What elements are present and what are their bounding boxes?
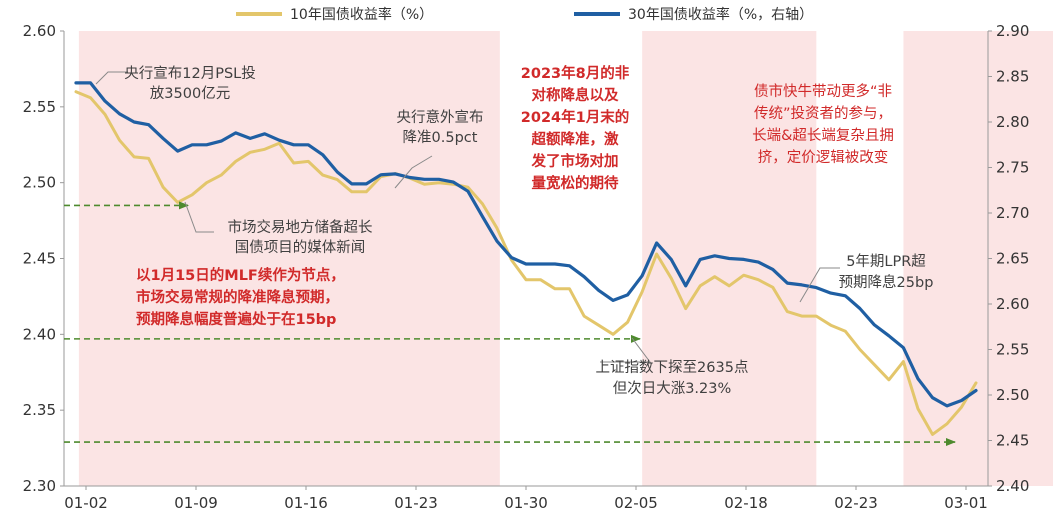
right-tick-label: 2.50 [996,386,1029,404]
annotation-mlf-line: 预期降息幅度普遍处于在15bp [136,310,336,328]
leader-psl [95,71,128,85]
left-tick-label: 2.35 [23,401,56,419]
axes: 2.30 2.35 2.40 2.45 2.50 2.55 2.60 2.40 2.45 2.50… [23,22,1030,512]
annotation-mlf: 以1月15日的MLF续作为节点， 市场交易常规的降准降息预期， 预期降息幅度普遍处于… [136,266,345,328]
annotation-index-line: 但次日大涨3.23% [613,380,732,397]
annotation-mlf-line: 市场交易常规的降准降息预期， [136,288,339,306]
leader-lpr [799,267,840,303]
legend: 10年国债收益率（%） 30年国债收益率（%，右轴） [236,6,813,23]
right-tick-label: 2.85 [996,68,1029,86]
right-tick-label: 2.90 [996,22,1029,40]
x-tick-label: 01-23 [394,494,438,512]
legend-label-1: 10年国债收益率（%） [290,6,433,23]
shaded-period-3 [903,31,1053,486]
shaded-period-1 [78,31,500,486]
annotation-rrr-2023-line: 超额降准，激 [531,130,619,148]
series-10y-line [74,90,978,436]
x-tick-label: 02-05 [614,494,658,512]
x-tick-label: 02-18 [724,494,768,512]
right-tick-label: 2.70 [996,204,1029,222]
x-tick-label: 02-23 [834,494,878,512]
x-tick-label: 01-16 [284,494,328,512]
annotation-rrr-2023-line: 2024年1月末的 [521,108,629,126]
left-tick-label: 2.30 [23,477,56,495]
right-tick-label: 2.80 [996,113,1029,131]
series-30y-line [74,81,978,408]
annotation-rrr-2023-line: 对称降息以及 [532,86,619,104]
left-tick-label: 2.60 [23,22,56,40]
annotation-arrows [64,201,956,447]
annotation-local-bond-line: 市场交易地方储备超长 [228,218,373,236]
left-tick-label: 2.45 [23,250,56,268]
annotation-rrr-2023-line: 量宽松的期待 [532,174,619,192]
annotation-psl-line: 央行宣布12月PSL投 [124,65,255,82]
annotation-rrr-2023-line: 发了市场对加 [531,152,619,170]
annotation-index-line: 上证指数下探至2635点 [596,359,749,376]
x-tick-label: 01-09 [174,494,218,512]
right-tick-label: 2.65 [996,250,1029,268]
leader-rrr [394,155,433,189]
annotation-non-traditional-line: 挤，定价逻辑被改变 [758,149,889,166]
left-tick-label: 2.50 [23,174,56,192]
leader-index [600,337,651,363]
x-tick-label: 01-02 [64,494,108,512]
series-lines [74,81,978,436]
x-tick-label: 03-01 [944,494,988,512]
left-tick-label: 2.40 [23,325,56,343]
annotation-lpr-line: 预期降息25bp [839,274,934,291]
legend-label-2: 30年国债收益率（%，右轴） [628,6,813,23]
annotation-rrr-line: 央行意外宣布 [397,108,484,126]
annotation-mlf-line: 以1月15日的MLF续作为节点， [136,266,345,284]
annotation-lpr-line: 5年期LPR超 [846,253,926,270]
right-tick-label: 2.55 [996,341,1029,359]
annotation-rrr-2023-line: 2023年8月的非 [521,64,630,82]
annotation-local-bond-line: 国债项目的媒体新闻 [235,239,366,256]
annotation-non-traditional-line: 长端&超长端复杂且拥 [752,126,894,144]
annotation-non-traditional-line: 债市快牛带动更多“非 [754,83,892,100]
annotation-rrr-line: 降准0.5pct [403,129,478,146]
right-tick-label: 2.45 [996,432,1029,450]
annotation-psl-line: 放3500亿元 [150,85,230,102]
right-tick-label: 2.60 [996,295,1029,313]
annotation-non-traditional-line: 传统”投资者的参与， [754,105,892,122]
leader-local-bond [184,201,214,233]
right-tick-label: 2.75 [996,159,1029,177]
left-tick-label: 2.55 [23,98,56,116]
right-tick-label: 2.40 [996,477,1029,495]
x-tick-label: 01-30 [504,494,548,512]
